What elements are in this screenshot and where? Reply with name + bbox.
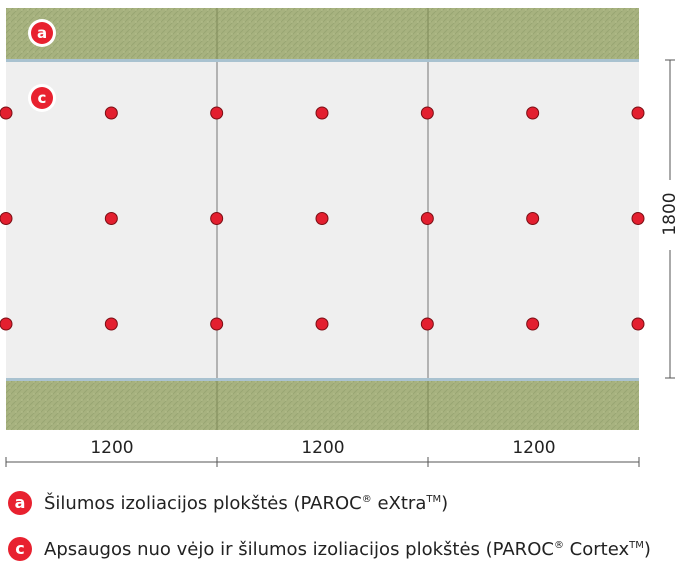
fastener-dot bbox=[315, 212, 329, 225]
fastener-dot bbox=[315, 317, 329, 331]
legend-text-c-part3: ) bbox=[643, 538, 651, 560]
legend-text-a-part2: eXtra bbox=[371, 492, 427, 514]
trademark-mark: TM bbox=[629, 539, 644, 551]
legend-text-c-part2: Cortex bbox=[563, 538, 630, 560]
registered-mark: ® bbox=[553, 539, 564, 551]
fastener-dot bbox=[526, 317, 540, 331]
fastener-dot bbox=[526, 212, 540, 225]
fastener-group bbox=[0, 106, 645, 331]
legend-item-a: a Šilumos izoliacijos plokštės (PAROC® e… bbox=[8, 490, 448, 516]
fastener-dot bbox=[631, 317, 645, 331]
fastener-dot bbox=[210, 317, 224, 331]
fastener-dot bbox=[104, 212, 118, 225]
fastener-dot bbox=[210, 212, 224, 225]
fastener-dot bbox=[0, 106, 13, 120]
fastener-dot bbox=[210, 106, 224, 120]
width-label-1: 1200 bbox=[90, 438, 134, 458]
fastener-dot bbox=[526, 106, 540, 120]
badge-a: a bbox=[28, 19, 56, 47]
width-label-3: 1200 bbox=[512, 438, 556, 458]
badge-a-letter: a bbox=[37, 24, 47, 42]
legend-text-a-part1: Šilumos izoliacijos plokštės (PAROC bbox=[44, 492, 362, 514]
insulation-bottom-strip bbox=[6, 380, 639, 430]
legend-text-c-part1: Apsaugos nuo vėjo ir šilumos izoliacijos… bbox=[44, 538, 554, 560]
trademark-mark: TM bbox=[426, 493, 442, 505]
fastener-dot bbox=[0, 317, 13, 331]
fastener-dot bbox=[420, 106, 434, 120]
legend-text-a: Šilumos izoliacijos plokštės (PAROC® eXt… bbox=[44, 493, 448, 514]
legend-badge-c: c bbox=[8, 537, 32, 561]
fastener-dot bbox=[631, 106, 645, 120]
badge-c-letter: c bbox=[38, 89, 47, 107]
badge-c: c bbox=[28, 84, 56, 112]
fastener-dot bbox=[104, 317, 118, 331]
fastener-dot bbox=[0, 212, 13, 225]
height-label: 1800 bbox=[660, 192, 678, 236]
insulation-top-strip bbox=[6, 8, 639, 60]
fastener-dot bbox=[420, 317, 434, 331]
width-label-2: 1200 bbox=[301, 438, 345, 458]
legend-item-c: c Apsaugos nuo vėjo ir šilumos izoliacij… bbox=[8, 536, 651, 562]
legend-badge-a: a bbox=[8, 491, 32, 515]
fastener-dot bbox=[420, 212, 434, 225]
fastener-dot bbox=[104, 106, 118, 120]
legend-text-c: Apsaugos nuo vėjo ir šilumos izoliacijos… bbox=[44, 539, 651, 560]
fastener-dot bbox=[631, 212, 645, 225]
fastener-dot bbox=[315, 106, 329, 120]
registered-mark: ® bbox=[361, 493, 372, 505]
legend-text-a-part3: ) bbox=[441, 492, 449, 514]
